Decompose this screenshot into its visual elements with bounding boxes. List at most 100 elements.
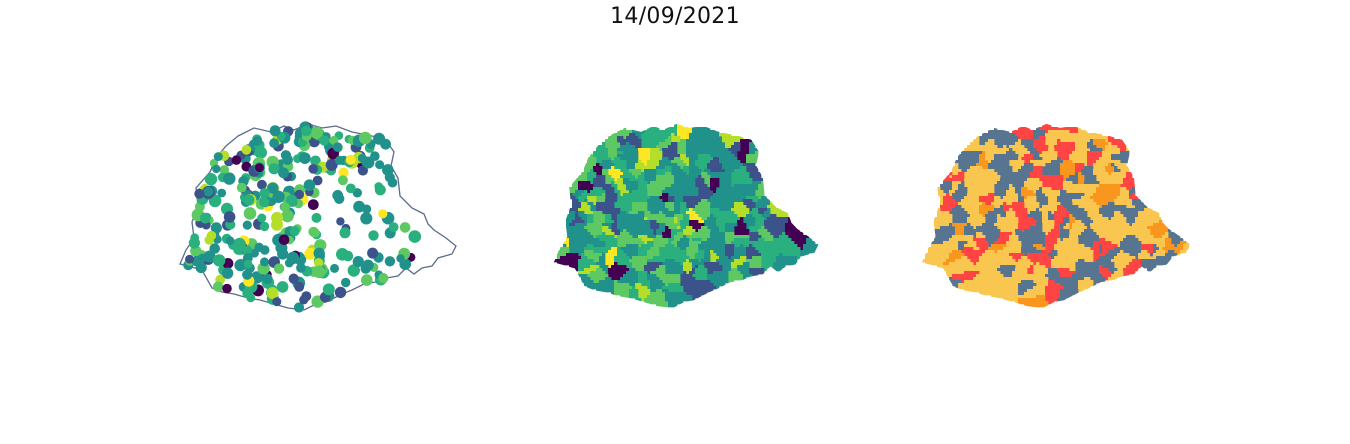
municipality-category-cell (1012, 202, 1025, 224)
municipality-category-cell (976, 232, 986, 239)
municipality-category-cell (1111, 154, 1130, 164)
municipality-category-cell (955, 151, 977, 173)
station-point (280, 202, 291, 213)
municipality-category-cell (1099, 202, 1118, 221)
station-point (337, 175, 348, 186)
station-point (267, 182, 279, 194)
municipality-category-cell (943, 172, 953, 182)
station-point (370, 152, 380, 161)
municipality-category-cell (1066, 202, 1082, 218)
station-point (208, 194, 222, 208)
station-point (361, 274, 373, 286)
municipality-category-cell (1018, 295, 1049, 308)
station-point (300, 125, 312, 137)
municipality-category-cell (1060, 277, 1079, 290)
municipality-category-cell (985, 154, 995, 164)
station-point (304, 247, 317, 260)
municipality-cell (653, 235, 669, 251)
municipality-cell (758, 208, 768, 215)
municipality-cell (710, 202, 735, 212)
municipality-cell (632, 211, 645, 221)
municipality-category-cell (1054, 217, 1064, 227)
station-point (313, 258, 324, 268)
station-point (262, 273, 273, 285)
municipality-category-cell (994, 145, 1010, 155)
municipality-cell (668, 196, 675, 203)
municipality-cell (737, 139, 753, 164)
municipality-category-cell (1093, 169, 1109, 185)
station-point (288, 273, 299, 284)
municipality-category-cell (1093, 151, 1112, 170)
municipality-cell (578, 217, 585, 224)
municipality-cell (707, 157, 726, 173)
station-point (236, 182, 247, 193)
municipality-category-cell (979, 181, 995, 191)
municipality-cell (692, 199, 711, 221)
municipality-category-cell (1015, 229, 1037, 248)
municipality-category-cell (1012, 232, 1022, 254)
municipality-cell (578, 265, 600, 275)
station-point (231, 155, 242, 165)
station-point (199, 212, 211, 224)
station-point (332, 142, 343, 152)
municipality-category-cell (922, 241, 953, 269)
municipality-cell (716, 256, 732, 272)
municipality-category-cell (1126, 148, 1130, 152)
municipality-category-cell (1015, 187, 1025, 203)
municipality-cell (674, 217, 681, 230)
municipality-category-cell (934, 220, 941, 230)
station-point (396, 254, 405, 263)
municipality-category-cell (997, 160, 1013, 179)
municipality-cell (689, 259, 702, 269)
municipality-cell (617, 151, 624, 155)
municipality-cell (608, 166, 624, 182)
municipality-category-cell (1006, 148, 1019, 161)
municipality-category-cell (1078, 226, 1100, 248)
municipality-category-cell (1015, 256, 1034, 269)
municipality-cell (593, 211, 606, 227)
station-point (269, 138, 279, 148)
municipality-category-cell (1069, 193, 1085, 200)
municipality-cell (677, 124, 693, 140)
station-point (259, 188, 270, 199)
municipality-category-cell (1057, 289, 1079, 302)
municipality-cell (716, 172, 732, 191)
municipality-category-cell (1099, 250, 1109, 257)
municipality-cell (596, 232, 618, 248)
station-point (252, 136, 263, 146)
municipality-cell (767, 202, 789, 218)
municipality-category-cell (1048, 250, 1058, 260)
municipality-cell (611, 220, 615, 224)
municipality-category-cell (1090, 241, 1100, 263)
municipality-cell (671, 133, 681, 143)
municipality-category-cell (1060, 262, 1076, 272)
municipality-cell (668, 295, 693, 308)
municipality-cell (704, 262, 714, 272)
municipality-category-cell (1138, 250, 1154, 260)
municipality-category-cell (952, 262, 980, 272)
municipality-category-cell (1147, 220, 1169, 239)
station-point (242, 287, 253, 299)
municipality-cell (737, 235, 750, 239)
municipality-category-cell (1153, 244, 1160, 254)
municipality-cell (593, 277, 615, 296)
municipality-category-cell (976, 166, 986, 182)
station-point (312, 175, 323, 186)
station-point (206, 230, 217, 241)
municipality-cell (731, 169, 744, 188)
municipality-category-cell (1054, 139, 1076, 161)
station-point (310, 126, 324, 140)
municipality-category-cell (1111, 172, 1124, 176)
municipality-category-cell (1075, 208, 1094, 227)
station-point (213, 254, 226, 267)
municipality-category-cell (967, 214, 986, 230)
municipality-category-cell (940, 211, 953, 227)
municipality-category-cell (958, 280, 971, 293)
municipality-cell (785, 217, 810, 251)
municipality-cell (662, 208, 678, 218)
municipality-cell (758, 226, 774, 242)
station-point (382, 164, 394, 176)
municipality-cell (686, 208, 705, 224)
station-point (185, 254, 194, 264)
municipality-category-cell (1048, 211, 1055, 221)
